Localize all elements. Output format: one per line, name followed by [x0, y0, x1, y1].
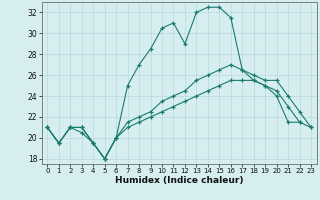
X-axis label: Humidex (Indice chaleur): Humidex (Indice chaleur) [115, 176, 244, 185]
